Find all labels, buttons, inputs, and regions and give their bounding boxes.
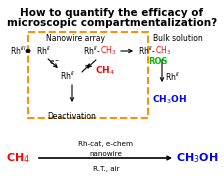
Text: Nanowire array: Nanowire array	[45, 34, 105, 43]
Text: CH$_3$: CH$_3$	[155, 45, 171, 57]
Text: e$^-$: e$^-$	[50, 59, 60, 67]
Text: Deactivation: Deactivation	[47, 112, 97, 121]
Text: CH$_4$: CH$_4$	[95, 65, 115, 77]
Text: CH$_3$OH: CH$_3$OH	[152, 94, 187, 106]
Text: CH$_3$OH: CH$_3$OH	[176, 151, 218, 165]
Text: Rh$^{II}$: Rh$^{II}$	[165, 71, 180, 83]
Text: Rh$^{II}$-: Rh$^{II}$-	[138, 45, 156, 57]
Text: CH$_3$: CH$_3$	[100, 45, 116, 57]
Text: Rh$^{II}$: Rh$^{II}$	[36, 45, 51, 57]
Text: CH$_4$: CH$_4$	[6, 151, 30, 165]
Text: ROS: ROS	[148, 57, 168, 67]
Bar	[28, 32, 148, 118]
Text: Rh$^{III}$: Rh$^{III}$	[10, 45, 27, 57]
Text: Rh$^{II}$: Rh$^{II}$	[60, 70, 75, 82]
Text: Rh-cat, e-chem: Rh-cat, e-chem	[78, 141, 134, 147]
Text: Rh$^{II}$-: Rh$^{II}$-	[83, 45, 101, 57]
Text: R.T., air: R.T., air	[93, 166, 119, 172]
Text: microscopic compartmentalization?: microscopic compartmentalization?	[7, 18, 217, 28]
Text: Bulk solution: Bulk solution	[153, 34, 203, 43]
Text: How to quantify the efficacy of: How to quantify the efficacy of	[20, 8, 204, 18]
Text: nanowire: nanowire	[90, 151, 123, 157]
